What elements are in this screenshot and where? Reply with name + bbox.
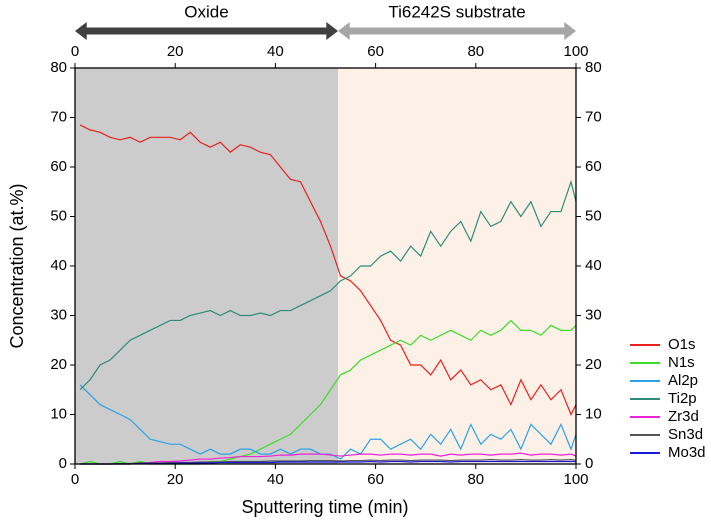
region-shade <box>75 68 339 464</box>
y-tick-label: 30 <box>50 306 67 323</box>
data-line <box>80 458 577 465</box>
y-tick-label: 60 <box>50 158 67 175</box>
region-shade <box>338 68 576 464</box>
y2-tick-label: 40 <box>585 257 602 274</box>
legend-label: Ti2p <box>668 390 697 407</box>
legend-label: O1s <box>668 336 696 353</box>
x-tick-label: 20 <box>167 471 184 488</box>
y2-tick-label: 80 <box>585 59 602 76</box>
y-tick-label: 20 <box>50 356 67 373</box>
y2-tick-label: 20 <box>585 356 602 373</box>
legend-label: Al2p <box>668 372 698 389</box>
x2-tick-label: 80 <box>467 43 484 60</box>
y-axis-label: Concentration (at.%) <box>7 183 27 348</box>
data-line <box>80 452 577 465</box>
region-arrow <box>338 22 576 40</box>
y2-tick-label: 70 <box>585 108 602 125</box>
data-line <box>79 384 577 460</box>
x-axis-label: Sputtering time (min) <box>241 497 408 517</box>
x-tick-label: 100 <box>563 471 588 488</box>
y-tick-label: 70 <box>50 108 67 125</box>
y-tick-label: 50 <box>50 207 67 224</box>
x-tick-label: 40 <box>267 471 284 488</box>
y-tick-label: 10 <box>50 405 67 422</box>
x-tick-label: 0 <box>71 471 79 488</box>
x-tick-label: 60 <box>367 471 384 488</box>
x2-tick-label: 60 <box>367 43 384 60</box>
x2-tick-label: 40 <box>267 43 284 60</box>
legend-label: Sn3d <box>668 426 703 443</box>
x2-tick-label: 100 <box>563 43 588 60</box>
x2-tick-label: 20 <box>167 43 184 60</box>
y-tick-label: 40 <box>50 257 67 274</box>
y2-tick-label: 10 <box>585 405 602 422</box>
y2-tick-label: 0 <box>585 455 593 472</box>
legend-label: Mo3d <box>668 444 706 461</box>
y-tick-label: 80 <box>50 59 67 76</box>
region-label: Ti6242S substrate <box>388 2 525 21</box>
y2-tick-label: 30 <box>585 306 602 323</box>
region-label: Oxide <box>184 2 228 21</box>
data-line <box>79 179 577 391</box>
y-tick-label: 0 <box>59 455 67 472</box>
legend-label: Zr3d <box>668 408 699 425</box>
y2-tick-label: 60 <box>585 158 602 175</box>
data-line <box>79 124 577 416</box>
x2-tick-label: 0 <box>71 43 79 60</box>
y2-tick-label: 50 <box>585 207 602 224</box>
region-arrow <box>75 22 339 40</box>
legend-label: N1s <box>668 354 695 371</box>
x-tick-label: 80 <box>467 471 484 488</box>
